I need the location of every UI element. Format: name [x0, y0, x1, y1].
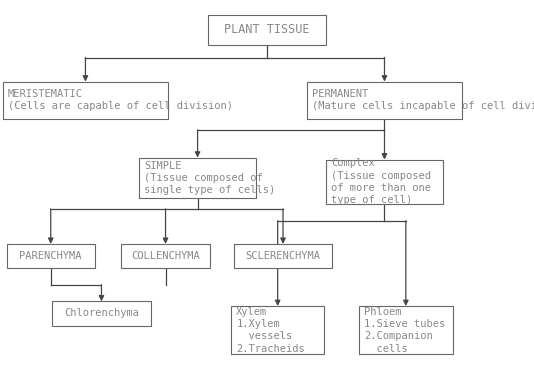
FancyBboxPatch shape — [52, 301, 151, 326]
Text: PLANT TISSUE: PLANT TISSUE — [224, 23, 310, 36]
Text: SIMPLE
(Tissue composed of
single type of cells): SIMPLE (Tissue composed of single type o… — [144, 161, 276, 196]
FancyBboxPatch shape — [307, 82, 462, 119]
FancyBboxPatch shape — [326, 160, 443, 204]
FancyBboxPatch shape — [231, 306, 324, 354]
FancyBboxPatch shape — [139, 158, 256, 198]
Text: PERMANENT
(Mature cells incapable of cell division): PERMANENT (Mature cells incapable of cel… — [312, 89, 534, 111]
Text: Xylem
1.Xylem
  vessels
2.Tracheids: Xylem 1.Xylem vessels 2.Tracheids — [237, 306, 305, 354]
Text: Chlorenchyma: Chlorenchyma — [64, 309, 139, 318]
FancyBboxPatch shape — [208, 15, 326, 45]
FancyBboxPatch shape — [359, 306, 452, 354]
FancyBboxPatch shape — [6, 244, 95, 268]
FancyBboxPatch shape — [3, 82, 168, 119]
Text: PARENCHYMA: PARENCHYMA — [19, 251, 82, 261]
Text: SCLERENCHYMA: SCLERENCHYMA — [246, 251, 320, 261]
Text: Complex
(Tissue composed
of more than one
type of cell): Complex (Tissue composed of more than on… — [331, 158, 431, 206]
Text: MERISTEMATIC
(Cells are capable of cell division): MERISTEMATIC (Cells are capable of cell … — [8, 89, 233, 111]
FancyBboxPatch shape — [234, 244, 332, 268]
FancyBboxPatch shape — [121, 244, 209, 268]
Text: COLLENCHYMA: COLLENCHYMA — [131, 251, 200, 261]
Text: Phloem
1.Sieve tubes
2.Companion
  cells: Phloem 1.Sieve tubes 2.Companion cells — [364, 306, 446, 354]
